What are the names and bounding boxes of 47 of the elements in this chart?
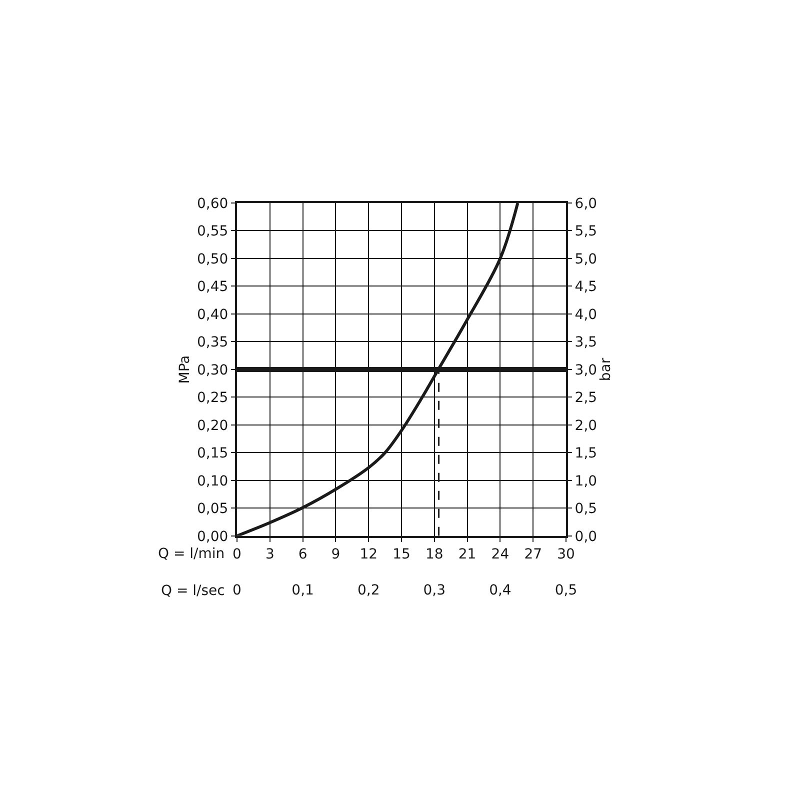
y-tick-label: 0,35	[197, 334, 228, 351]
y-tick-label: 0,55	[197, 224, 228, 240]
y-tick-label: 0,45	[197, 279, 228, 296]
x2-tick-label: 0,3	[423, 582, 446, 598]
x2-tick-label: 0,5	[554, 582, 578, 598]
x2-tick-label: 0,1	[292, 582, 314, 598]
y2-tick-label: 0,5	[574, 501, 598, 518]
x2-axis-title: Q = l/sec	[161, 583, 225, 599]
x2-tick-label: 0,2	[357, 582, 380, 598]
x-tick-label: 9	[331, 546, 340, 563]
y2-tick-label: 0,0	[574, 528, 598, 545]
x2-tick-label: 0	[232, 582, 242, 598]
x-tick-label: 15	[392, 546, 410, 563]
y2-tick-label: 6,0	[574, 196, 598, 212]
y-tick-label: 0,50	[197, 251, 228, 268]
x2-tick-label: 0,4	[489, 582, 512, 598]
x-tick-label: 6	[298, 546, 308, 563]
x-axis-title: Q = l/min	[158, 546, 225, 562]
y2-tick-label: 5,0	[574, 251, 598, 268]
x-tick-label: 24	[491, 546, 510, 563]
y-tick-label: 0,15	[197, 446, 228, 462]
y2-tick-label: 5,5	[574, 224, 598, 240]
x-tick-label: 30	[557, 546, 575, 563]
y-tick-label: 0,40	[197, 306, 228, 323]
y2-tick-label: 4,0	[574, 306, 598, 323]
y2-tick-label: 2,0	[574, 418, 598, 434]
y-tick-label: 0,60	[197, 196, 228, 212]
y-tick-label: 0,05	[197, 501, 228, 518]
x-tick-label: 27	[524, 546, 542, 563]
y-tick-label: 0,00	[197, 528, 228, 545]
x-tick-label: 0	[232, 546, 242, 563]
y-tick-label: 0,10	[197, 473, 228, 490]
x-tick-label: 12	[360, 546, 378, 563]
y2-tick-label: 1,0	[574, 473, 598, 490]
y2-tick-label: 4,5	[574, 279, 598, 296]
y-tick-label: 0,20	[197, 418, 228, 434]
y2-tick-label: 3,5	[574, 334, 598, 351]
y-tick-label: 0,30	[197, 362, 228, 378]
y2-tick-label: 3,0	[574, 362, 598, 378]
x-tick-label: 21	[458, 546, 476, 563]
y-axis-title: MPa	[177, 355, 194, 384]
y2-tick-label: 2,5	[574, 390, 598, 406]
y-tick-label: 0,25	[197, 390, 228, 406]
y2-axis-title: bar	[598, 358, 614, 382]
x-tick-label: 18	[425, 546, 444, 563]
y2-tick-label: 1,5	[574, 446, 598, 462]
x-tick-label: 3	[265, 546, 274, 563]
